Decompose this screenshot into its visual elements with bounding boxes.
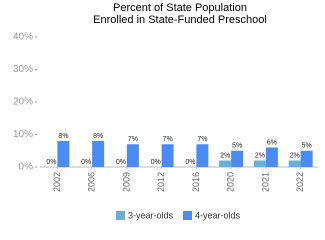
bar [265,147,278,167]
value-label: 2% [290,152,300,159]
y-tick-label: 40% [13,32,33,43]
value-label: 7% [128,136,138,143]
value-label: 2% [255,152,265,159]
value-label: 0% [151,159,161,166]
value-label: 0% [81,159,91,166]
y-tick-label: 0% [19,162,34,173]
bar [253,160,266,167]
value-label: 0% [46,159,56,166]
y-tick-label: 20% [13,97,33,108]
x-tick-label: 2002 [52,172,62,192]
value-label: 7% [163,136,173,143]
x-tick-label: 2020 [226,172,236,192]
legend-label: 4-year-olds [195,210,241,220]
legend-swatch [116,211,125,220]
bar [92,141,105,167]
value-label: 6% [267,139,277,146]
x-tick-label: 2016 [191,172,201,192]
bar [231,150,244,167]
chart-title: Enrolled in State-Funded Preschool [93,14,267,26]
x-tick-label: 2009 [121,172,131,192]
x-tick-label: 2006 [87,172,97,192]
value-label: 7% [197,136,207,143]
chart: Percent of State Population Enrolled in … [13,2,318,220]
chart-title: Percent of State Population [113,2,247,14]
value-label: 8% [93,133,103,140]
value-label: 2% [220,152,230,159]
x-tick-label: 2022 [295,172,305,192]
value-label: 0% [116,159,126,166]
bar [57,141,70,167]
legend-label: 3-year-olds [128,210,174,220]
bar [219,160,232,167]
bar [300,150,313,167]
legend-swatch [183,211,193,220]
value-label: 5% [302,143,312,150]
value-label: 0% [185,159,195,166]
x-tick-label: 2012 [156,172,166,192]
bar [196,144,209,167]
x-tick-label: 2021 [260,172,270,192]
y-tick-label: 30% [13,64,33,75]
value-label: 8% [58,133,68,140]
y-tick-label: 10% [13,129,33,140]
bar [161,144,174,167]
bar [126,144,139,167]
bar [288,160,301,167]
value-label: 5% [232,143,242,150]
